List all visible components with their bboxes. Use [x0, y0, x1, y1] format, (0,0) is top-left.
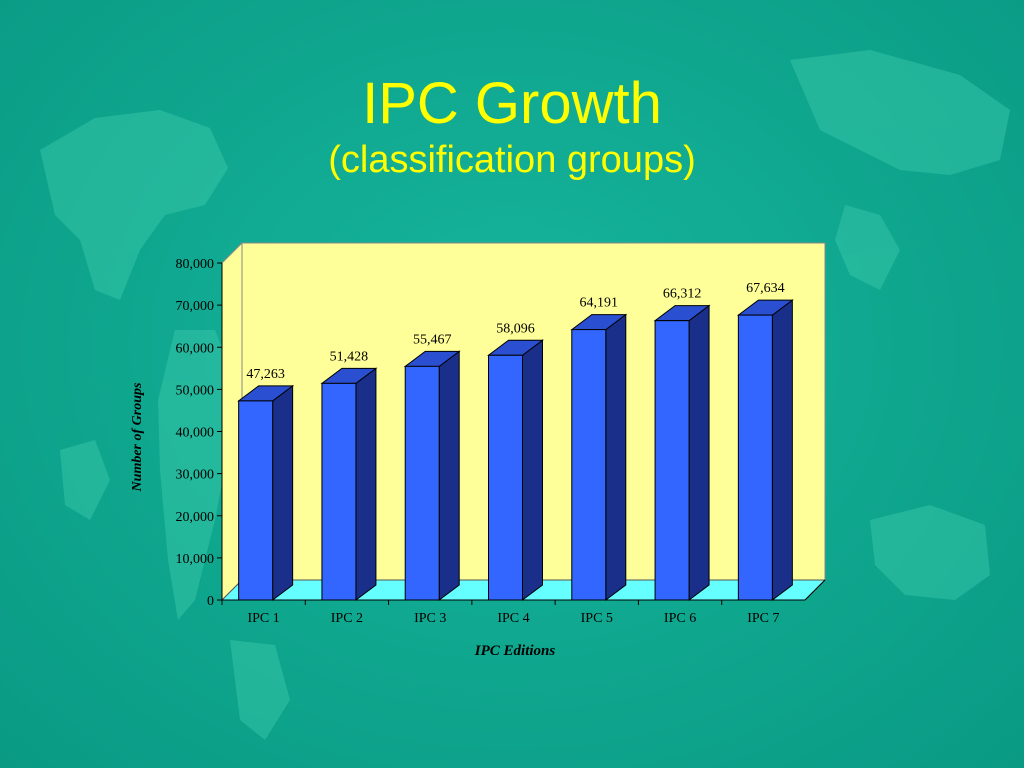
bar-side	[522, 339, 543, 601]
bar-7: 67,634	[736, 281, 794, 601]
slide-title: IPC Growth	[362, 71, 662, 136]
bar-front	[571, 329, 607, 601]
title-block: IPC Growth (classification groups)	[0, 72, 1024, 182]
bars: 47,263 51,428 55,467 58,096 64,191 66,312 67,6…	[237, 281, 794, 601]
x-tick-label: IPC 6	[664, 611, 696, 626]
bar-side	[272, 384, 294, 601]
y-tick-label: 20,000	[176, 510, 215, 525]
bar-value-label: 55,467	[413, 332, 452, 347]
x-axis-label: IPC Editions	[474, 643, 556, 659]
bar-front	[654, 320, 690, 601]
bar-side	[438, 350, 460, 601]
bar-value-label: 67,634	[746, 281, 785, 296]
bar-side	[688, 304, 710, 601]
y-axis: 0 10,000 20,000 30,000 40,000 50,000 60,000 70,…	[176, 257, 223, 609]
bar-value-label: 66,312	[663, 287, 702, 302]
x-axis: IPC 1 IPC 2 IPC 3 IPC 4 IPC 5 IPC 6 IPC 7	[221, 579, 826, 626]
bar-front	[238, 400, 274, 601]
x-tick-label: IPC 1	[247, 611, 279, 626]
y-tick-label: 10,000	[176, 552, 215, 567]
bar-3: 55,467	[403, 332, 461, 601]
y-tick-label: 30,000	[176, 468, 215, 483]
x-axis-depth-line	[804, 579, 826, 601]
bar-value-label: 58,096	[496, 321, 535, 336]
x-tick-label: IPC 3	[414, 611, 446, 626]
y-tick-label: 60,000	[176, 341, 215, 356]
bar-front	[737, 314, 773, 601]
y-axis-label: Number of Groups	[130, 382, 145, 492]
bar-4: 58,096	[487, 321, 544, 601]
bar-1: 47,263	[237, 367, 295, 601]
bar-5: 64,191	[570, 296, 628, 601]
x-tick-label: IPC 2	[331, 611, 363, 626]
bar-side	[605, 313, 627, 601]
y-tick-label: 80,000	[176, 257, 215, 272]
bar-2: 51,428	[320, 349, 378, 601]
x-tick-label: IPC 4	[497, 611, 529, 626]
y-tick-label: 0	[207, 594, 214, 609]
bar-6: 66,312	[653, 287, 711, 601]
y-tick-label: 50,000	[176, 383, 215, 398]
bar-value-label: 51,428	[330, 349, 369, 364]
y-tick-label: 70,000	[176, 299, 215, 314]
bar-front	[321, 382, 357, 601]
slide-subtitle: (classification groups)	[328, 139, 696, 181]
y-tick-label: 40,000	[176, 426, 215, 441]
bar-value-label: 47,263	[246, 367, 285, 382]
x-tick-label: IPC 5	[581, 611, 613, 626]
bar-value-label: 64,191	[580, 296, 619, 311]
bar-front	[404, 365, 440, 601]
bar-front	[488, 354, 523, 601]
bar-side	[771, 299, 793, 601]
x-tick-label: IPC 7	[747, 611, 779, 626]
bar-side	[355, 367, 377, 601]
